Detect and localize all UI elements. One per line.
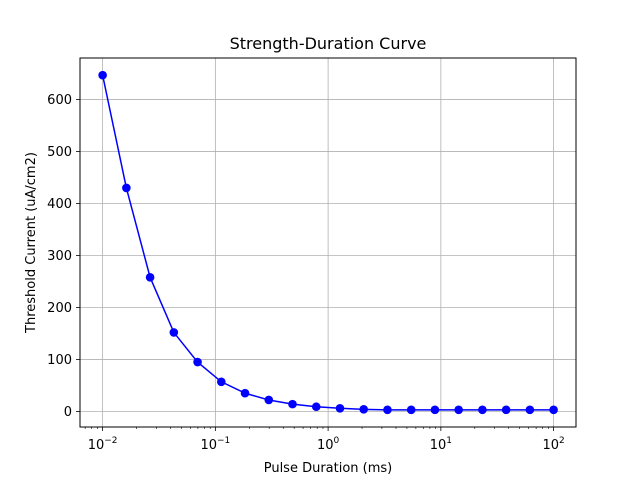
data-point-9 — [311, 402, 321, 412]
data-point-0 — [98, 70, 107, 80]
data-point-5 — [217, 377, 226, 387]
x-tick-label-4: 102 — [542, 436, 564, 453]
x-tick-label-3: 101 — [430, 436, 452, 453]
data-point-1 — [122, 183, 131, 193]
data-point-11 — [359, 405, 369, 414]
data-point-14 — [430, 405, 440, 415]
y-tick-label-5: 500 — [47, 145, 72, 160]
data-point-10 — [335, 403, 345, 413]
tick-layer: 10−2 10−1 100 101 102 0 100 200 300 400 500 600 — [47, 93, 565, 453]
data-point-7 — [264, 395, 274, 405]
series-layer — [98, 70, 558, 415]
data-point-13 — [406, 405, 416, 415]
y-tick-label-2: 200 — [47, 301, 72, 316]
x-tick-label-1: 10−1 — [200, 436, 230, 453]
data-point-19 — [549, 405, 558, 415]
y-tick-label-4: 400 — [47, 197, 72, 212]
y-axis-label: Threshold Current (uA/cm2) — [24, 152, 39, 334]
data-point-2 — [145, 273, 155, 282]
x-tick-label-0: 10−2 — [88, 436, 118, 453]
data-point-6 — [240, 388, 250, 398]
y-tick-label-0: 0 — [64, 405, 72, 420]
y-tick-label-3: 300 — [47, 249, 72, 264]
y-tick-label-1: 100 — [47, 353, 72, 368]
data-point-17 — [501, 405, 511, 415]
x-axis-label: Pulse Duration (ms) — [264, 461, 393, 476]
data-point-3 — [169, 328, 179, 337]
data-point-18 — [525, 405, 535, 415]
data-point-15 — [454, 405, 463, 415]
chart-title: Strength-Duration Curve — [230, 34, 427, 53]
data-point-4 — [193, 357, 202, 367]
y-tick-label-6: 600 — [47, 93, 72, 108]
x-tick-label-2: 100 — [317, 436, 340, 453]
data-point-16 — [478, 405, 487, 415]
data-point-12 — [383, 405, 392, 415]
data-point-8 — [288, 399, 297, 409]
